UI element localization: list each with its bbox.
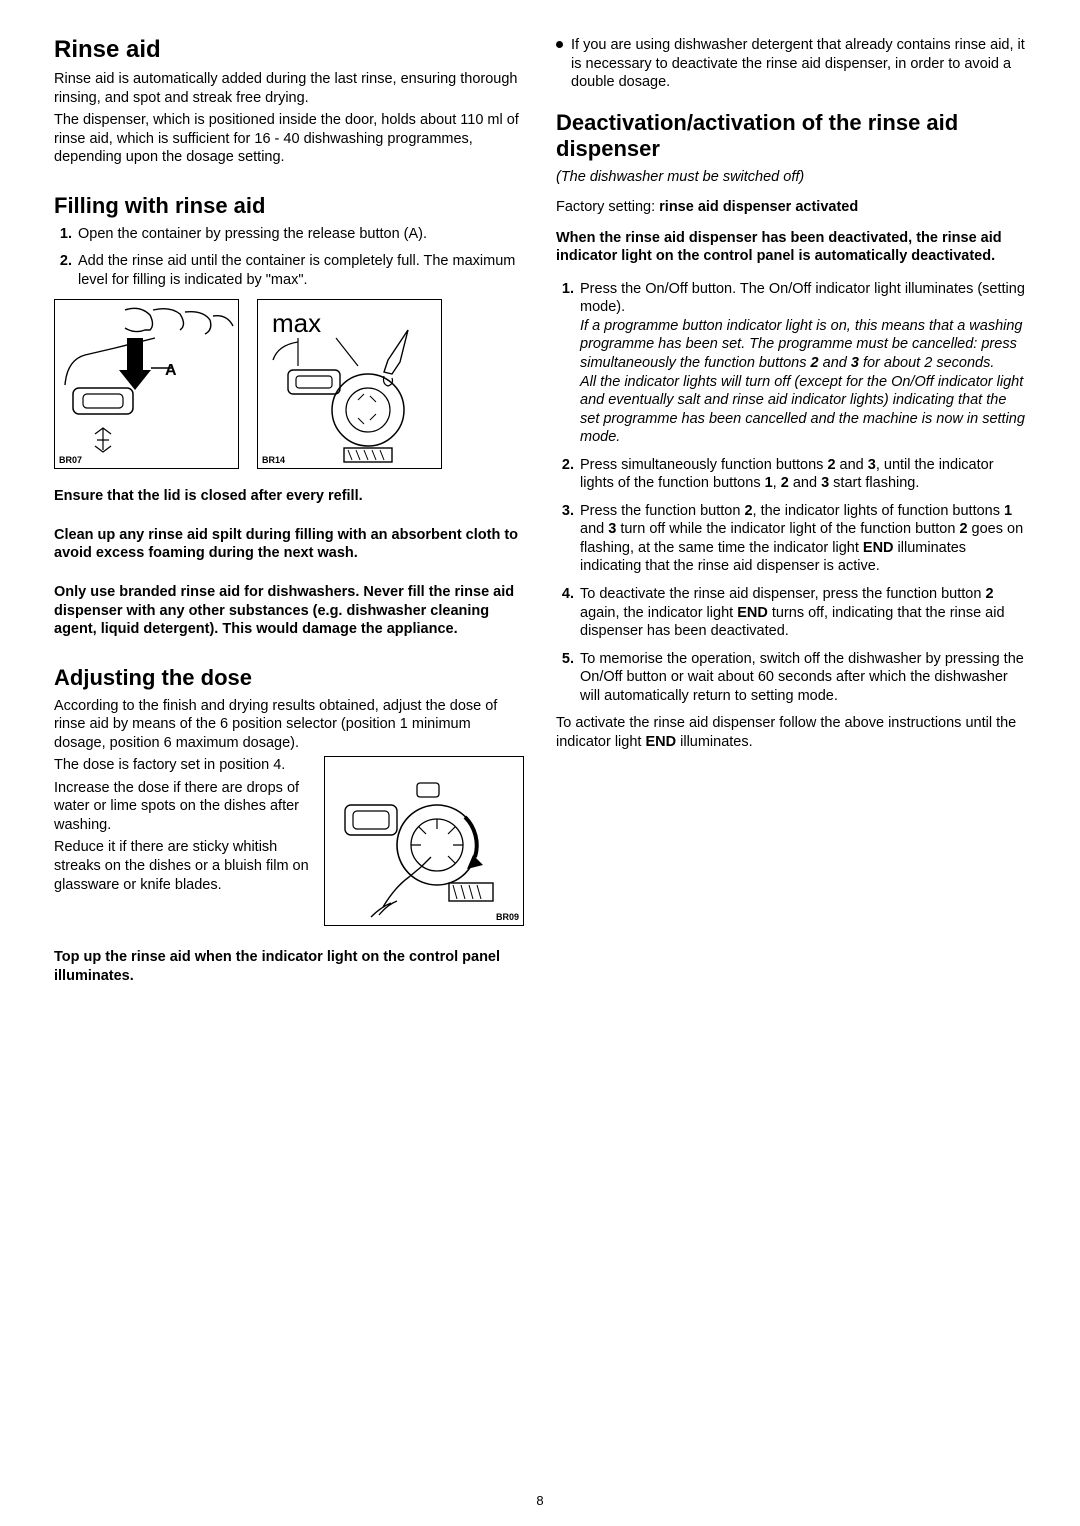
deact-step-1: Press the On/Off button. The On/Off indi…: [578, 280, 1026, 447]
deact-step-2: Press simultaneously function buttons 2 …: [578, 456, 1026, 493]
figure-label-a: A: [165, 362, 177, 380]
warning-lid-closed: Ensure that the lid is closed after ever…: [54, 487, 524, 506]
deactivated-note: When the rinse aid dispenser has been de…: [556, 229, 1026, 266]
left-column: Rinse aid Rinse aid is automatically add…: [54, 36, 524, 989]
switched-off-note: (The dishwasher must be switched off): [556, 168, 1026, 187]
figure-code-br07: BR07: [59, 455, 82, 465]
figure-code-br09: BR09: [496, 912, 519, 922]
closing-para: To activate the rinse aid dispenser foll…: [556, 714, 1026, 751]
figure-br14: max BR14: [257, 299, 442, 469]
deact-step-4: To deactivate the rinse aid dispenser, p…: [578, 585, 1026, 641]
dispenser-open-illustration: [55, 300, 240, 470]
heading-deactivation: Deactivation/activation of the rinse aid…: [556, 110, 1026, 162]
heading-adjusting-dose: Adjusting the dose: [54, 665, 524, 691]
adjust-intro: According to the finish and drying resul…: [54, 697, 524, 753]
right-column: If you are using dishwasher detergent th…: [556, 36, 1026, 989]
filling-step-1: Open the container by pressing the relea…: [76, 225, 524, 244]
figure-row: A BR07 max B: [54, 299, 524, 469]
warning-topup: Top up the rinse aid when the indicator …: [54, 948, 524, 985]
figure-code-br14: BR14: [262, 455, 285, 465]
bullet-text: If you are using dishwasher detergent th…: [571, 36, 1026, 92]
heading-rinse-aid: Rinse aid: [54, 36, 524, 64]
factory-prefix: Factory setting:: [556, 199, 659, 215]
factory-setting: Factory setting: rinse aid dispenser act…: [556, 198, 1026, 217]
figure-max-text: max: [272, 308, 321, 339]
figure-br09: BR09: [324, 756, 524, 926]
filling-step-2: Add the rinse aid until the container is…: [76, 252, 524, 289]
deact-step-3: Press the function button 2, the indicat…: [578, 502, 1026, 576]
figure-br07: A BR07: [54, 299, 239, 469]
deact-step-5: To memorise the operation, switch off th…: [578, 650, 1026, 706]
intro-para-1: Rinse aid is automatically added during …: [54, 70, 524, 107]
bullet-detergent-note: If you are using dishwasher detergent th…: [556, 36, 1026, 96]
deactivation-steps: Press the On/Off button. The On/Off indi…: [556, 280, 1026, 705]
adjust-block: BR09 The dose is factory set in position…: [54, 756, 524, 926]
intro-para-2: The dispenser, which is positioned insid…: [54, 111, 524, 167]
step1-text-a: Press the On/Off button. The On/Off indi…: [580, 281, 1025, 316]
factory-value: rinse aid dispenser activated: [659, 199, 858, 215]
bullet-icon: [556, 41, 563, 48]
step1-text-c: All the indicator lights will turn off (…: [580, 374, 1025, 446]
filling-steps: Open the container by pressing the relea…: [54, 225, 524, 290]
step1-text-b: If a programme button indicator light is…: [580, 318, 1022, 371]
page-columns: Rinse aid Rinse aid is automatically add…: [54, 36, 1026, 989]
warning-clean-spill: Clean up any rinse aid spilt during fill…: [54, 526, 524, 563]
warning-branded-only: Only use branded rinse aid for dishwashe…: [54, 583, 524, 639]
dose-selector-illustration: [325, 757, 524, 926]
page-number: 8: [536, 1493, 543, 1508]
heading-filling: Filling with rinse aid: [54, 193, 524, 219]
